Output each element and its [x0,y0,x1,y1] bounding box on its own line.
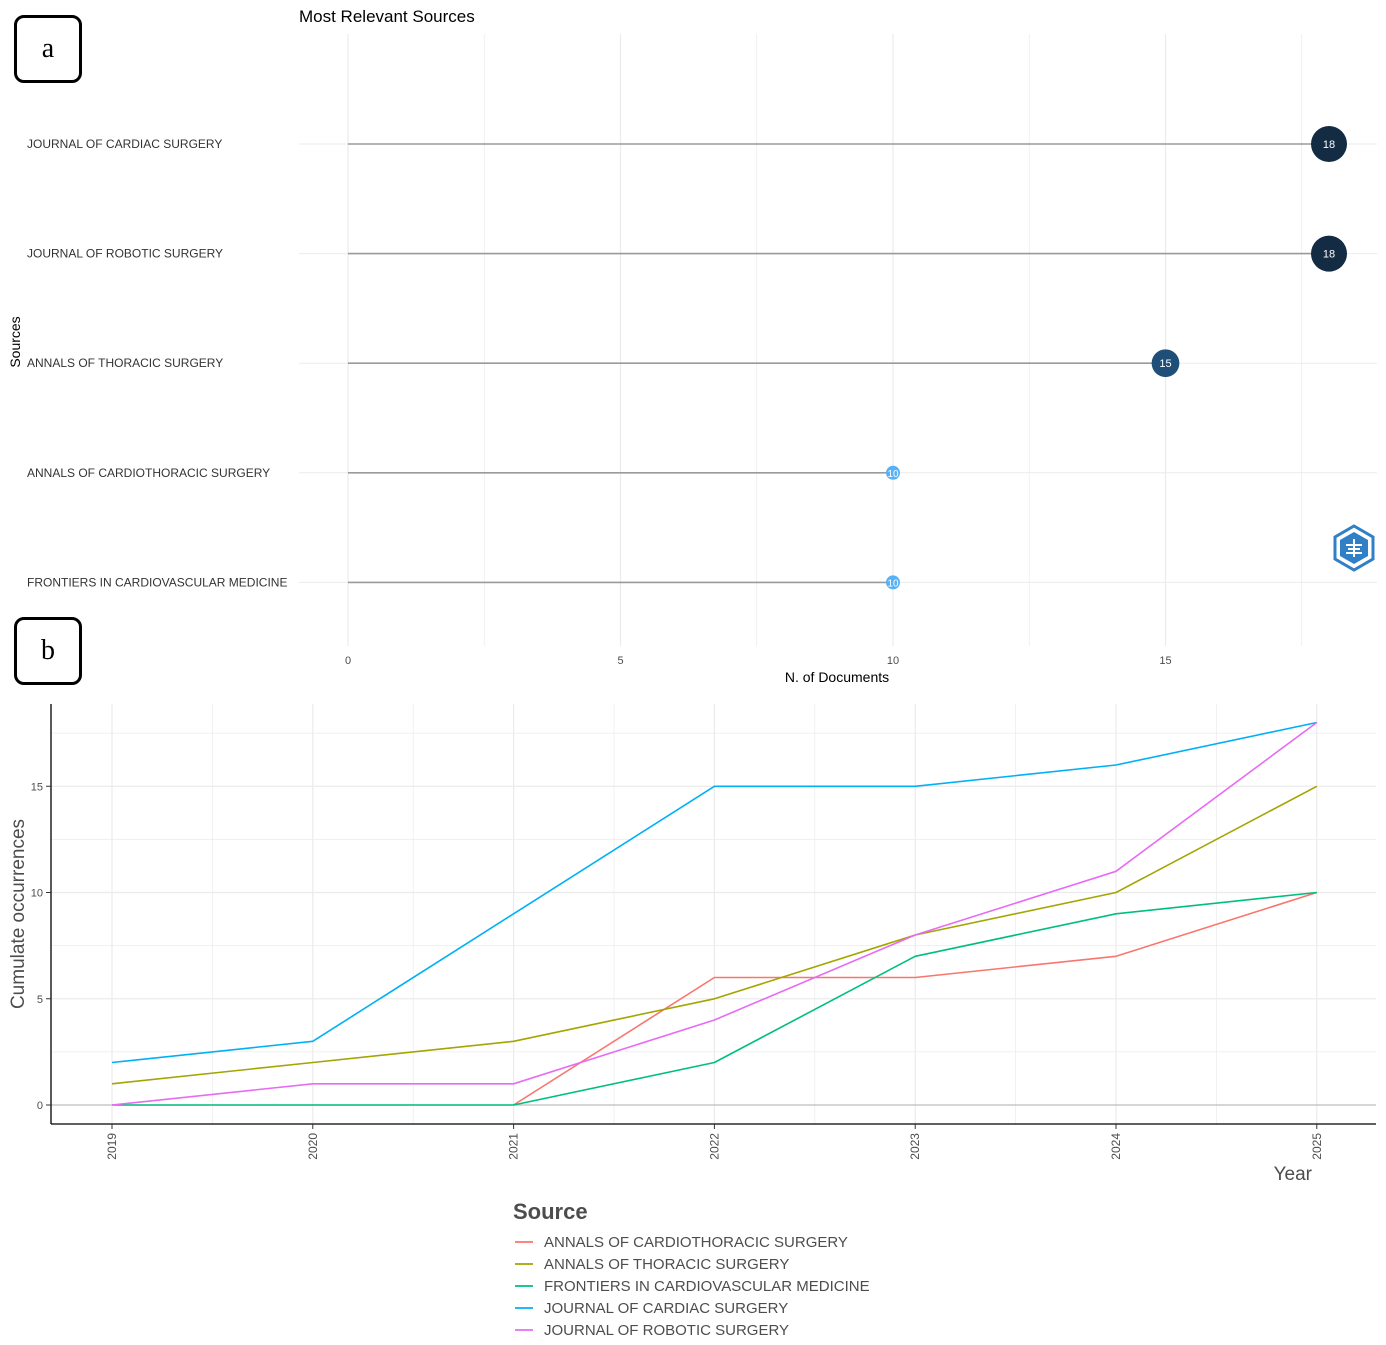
lollipop-point-annals-of-thoracic-surgery [1151,349,1180,378]
panel-b-label: b [14,617,82,685]
chart-b-axes [46,704,1376,1129]
chart-a-x-axis-label: N. of Documents [785,669,889,685]
category-label-frontiers-in-cardiovascular-medicine: FRONTIERS IN CARDIOVASCULAR MEDICINE [27,575,287,589]
series-line-annals-of-thoracic-surgery [111,785,1318,1085]
bibliometrix-logo-icon [1333,524,1375,572]
category-label-annals-of-cardiothoracic-surgery: ANNALS OF CARDIOTHORACIC SURGERY [27,466,270,480]
chart-a-x-tick-labels: 0 5 10 15 [345,655,1172,667]
legend-item-journal-of-robotic-surgery: JOURNAL OF ROBOTIC SURGERY [515,1322,789,1339]
legend-item-annals-of-cardiothoracic-surgery: ANNALS OF CARDIOTHORACIC SURGERY [515,1234,848,1251]
x-tick-label: 5 [617,655,623,667]
chart-a-grid [299,34,1377,646]
legend-item-frontiers-in-cardiovascular-medicine: FRONTIERS IN CARDIOVASCULAR MEDICINE [515,1278,870,1295]
lollipop-point-frontiers-in-cardiovascular-medicine [886,575,900,590]
category-label-journal-of-robotic-surgery: JOURNAL OF ROBOTIC SURGERY [27,247,223,261]
lollipop-point-annals-of-cardiothoracic-surgery [886,465,900,480]
legend-item-label: JOURNAL OF CARDIAC SURGERY [544,1300,788,1317]
y-tick-label: 0 [37,1100,43,1112]
legend-item-journal-of-cardiac-surgery: JOURNAL OF CARDIAC SURGERY [515,1300,788,1317]
legend-item-annals-of-thoracic-surgery: ANNALS OF THORACIC SURGERY [515,1256,789,1273]
x-tick-label: 2022 [707,1133,721,1160]
chart-a-title: Most Relevant Sources [299,7,475,26]
panel-a-label: a [14,15,82,83]
series-line-annals-of-cardiothoracic-surgery [513,891,1318,1106]
x-tick-label: 2021 [507,1133,521,1160]
series-line-journal-of-robotic-surgery [111,721,1318,1106]
category-label-journal-of-cardiac-surgery: JOURNAL OF CARDIAC SURGERY [27,137,222,151]
x-tick-label: 10 [887,655,899,667]
lollipop-value-label: 15 [1159,358,1171,370]
x-tick-label: 2023 [908,1133,922,1160]
chart-b-x-axis-label: Year [1274,1164,1313,1185]
chart-a-marks: 18 18 15 10 10 [348,126,1347,590]
lollipop-value-label: 18 [1323,249,1335,261]
y-tick-label: 5 [37,994,43,1006]
chart-b-y-tick-labels: 0 5 10 15 [31,781,43,1112]
chart-b-legend-title: Source [513,1199,588,1224]
lollipop-point-journal-of-cardiac-surgery [1311,126,1347,162]
legend-item-label: JOURNAL OF ROBOTIC SURGERY [544,1322,789,1339]
x-tick-label: 2019 [105,1133,119,1160]
category-label-annals-of-thoracic-surgery: ANNALS OF THORACIC SURGERY [27,356,223,370]
x-tick-label: 2024 [1109,1133,1123,1160]
lollipop-value-label: 18 [1323,139,1335,151]
series-line-journal-of-cardiac-surgery [111,721,1317,1064]
x-tick-label: 2025 [1310,1133,1324,1160]
chart-a-most-relevant-sources: Most Relevant Sources Sources N. of Docu… [7,7,1377,685]
y-tick-label: 10 [31,888,43,900]
chart-b-series-lines [111,721,1318,1106]
chart-b-x-tick-labels: 2019 2020 2021 2022 2023 2024 2025 [105,1133,1324,1160]
lollipop-point-journal-of-robotic-surgery [1311,235,1347,272]
legend-item-label: ANNALS OF CARDIOTHORACIC SURGERY [544,1234,848,1251]
y-tick-label: 15 [31,781,43,793]
chart-b-legend: Source ANNALS OF CARDIOTHORACIC SURGERY A… [513,1199,870,1339]
chart-b-grid [51,704,1376,1124]
lollipop-value-label: 10 [887,469,899,480]
legend-item-label: ANNALS OF THORACIC SURGERY [544,1256,789,1273]
legend-item-label: FRONTIERS IN CARDIOVASCULAR MEDICINE [544,1278,870,1295]
x-tick-label: 15 [1159,655,1171,667]
chart-b-cumulate-occurrences: 0 5 10 15 2019 2020 2021 2022 2023 2024 2025 Cumu… [8,704,1376,1339]
lollipop-value-label: 10 [887,578,899,589]
chart-a-category-labels: JOURNAL OF CARDIAC SURGERY JOURNAL OF ROB… [27,137,287,589]
x-tick-label: 2020 [306,1133,320,1160]
series-line-frontiers-in-cardiovascular-medicine [112,891,1317,1106]
chart-b-y-axis-label: Cumulate occurrences [8,819,29,1009]
x-tick-label: 0 [345,655,351,667]
chart-a-y-axis-label: Sources [7,316,23,367]
